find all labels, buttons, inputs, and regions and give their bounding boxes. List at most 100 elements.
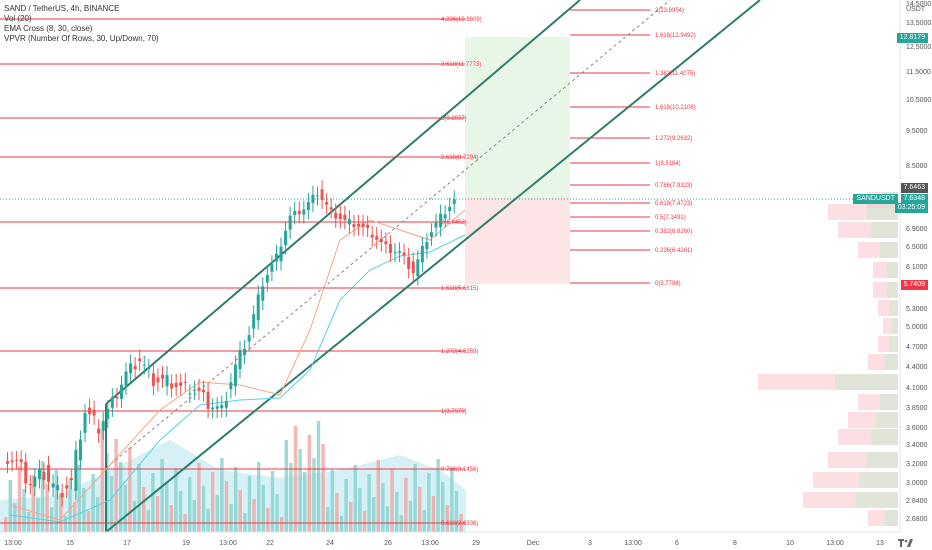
volume-bar xyxy=(293,426,298,532)
price-tick: 5.3000 xyxy=(906,306,928,313)
volume-bar xyxy=(155,496,160,532)
fib-label-right: 1.272(9.2632) xyxy=(655,136,692,142)
fib-label-right: 0.236(6.4261) xyxy=(655,248,692,254)
volume-bar xyxy=(312,458,316,532)
candle-body xyxy=(37,468,41,480)
price-tick: 8.5000 xyxy=(906,163,928,170)
volume-bar xyxy=(376,460,380,532)
candle-body xyxy=(179,382,183,386)
volume-bar xyxy=(431,496,436,532)
candle-body xyxy=(334,212,338,219)
volume-bar xyxy=(339,516,344,532)
candle-body xyxy=(42,472,46,481)
time-tick: 13:00 xyxy=(624,540,642,547)
price-tick: 4.7000 xyxy=(906,344,928,351)
volume-bar xyxy=(169,505,173,532)
volume-bar xyxy=(349,502,353,532)
volume-bar xyxy=(137,464,141,532)
candle-body xyxy=(188,393,192,395)
volume-bar xyxy=(252,499,256,532)
volume-bar xyxy=(275,494,279,532)
time-tick: 13:00 xyxy=(826,540,844,547)
candle-body xyxy=(284,230,288,245)
volume-bar xyxy=(13,503,17,532)
legend-vol[interactable]: Vol (20) xyxy=(4,14,32,23)
channel-upper xyxy=(105,0,581,405)
price-tick: 3.8500 xyxy=(906,405,928,412)
fib-label-left: 1.272(4.6269) xyxy=(441,349,478,355)
time-tick: 26 xyxy=(384,540,392,547)
volume-bar xyxy=(441,482,445,532)
candle-body xyxy=(133,365,137,370)
fib-label-right: 1.382(11.4075) xyxy=(655,71,695,77)
fib-labels: 4.236(13.6609) 3.618(11.7773) 3(9.8937) 2.6… xyxy=(441,8,696,527)
candle-body xyxy=(393,252,397,254)
candle-body xyxy=(388,244,392,253)
candle-body xyxy=(124,371,128,386)
candle-body xyxy=(147,368,151,370)
candle-body xyxy=(129,363,133,374)
candle-body xyxy=(347,219,351,225)
channel-lower xyxy=(105,0,761,533)
candle-body xyxy=(329,207,333,210)
fib-label-right: 2(13.9954) xyxy=(655,8,684,14)
candle-body xyxy=(361,223,365,228)
fib-levels xyxy=(0,9,650,524)
candle-body xyxy=(402,252,406,256)
candle-body xyxy=(370,234,374,238)
price-tick: 3.0000 xyxy=(906,480,928,487)
candle-body xyxy=(151,373,155,386)
candle-body xyxy=(202,389,206,393)
vpvr-bar-up xyxy=(859,472,898,488)
candle-body xyxy=(316,195,319,197)
candle-body xyxy=(297,210,301,215)
fib-label-left: 0.786(3.1456) xyxy=(441,467,478,473)
legend: SAND / TetherUS, 4h, BINANCE Vol (20) EM… xyxy=(4,4,159,44)
channel-mid xyxy=(105,0,671,469)
volume-bar xyxy=(31,475,35,532)
vpvr-bar-up xyxy=(871,429,898,445)
volume-bar xyxy=(238,490,242,532)
volume-bar xyxy=(128,448,132,532)
price-tick: 6.5000 xyxy=(906,244,928,251)
tradingview-logo-icon xyxy=(898,539,913,547)
candle-body xyxy=(252,314,256,329)
legend-ema[interactable]: EMA Cross (8, 30, close) xyxy=(4,24,93,33)
ema-fast-line xyxy=(9,209,466,521)
top-price-tag: 12.8179 xyxy=(896,33,928,43)
candle-body xyxy=(33,476,37,487)
candle-body xyxy=(28,483,32,486)
candle-body xyxy=(206,391,210,409)
candle-body xyxy=(416,259,420,277)
volume-bar xyxy=(436,459,440,532)
candle-body xyxy=(429,232,433,237)
time-tick: 10 xyxy=(786,540,794,547)
candle-body xyxy=(19,459,23,463)
vpvr-bar-up xyxy=(855,492,898,508)
candle-body xyxy=(74,449,78,491)
volume-bar xyxy=(390,469,394,532)
volume-bar xyxy=(454,491,459,532)
vpvr-bar-up xyxy=(880,242,898,258)
volume-bar xyxy=(109,476,114,532)
volume-bar xyxy=(160,459,164,532)
fib-label-right: 0.786(7.9323) xyxy=(655,183,692,189)
candle-body xyxy=(357,223,361,227)
legend-vpvr[interactable]: VPVR (Number Of Rows, 30, Up/Down, 70) xyxy=(4,34,159,43)
volume-bar xyxy=(54,470,58,532)
volume-bar xyxy=(27,512,31,532)
volume-bar xyxy=(119,462,123,532)
volume-bar xyxy=(413,464,417,532)
low-price-tag: 5.7409 xyxy=(900,280,928,290)
candle-body xyxy=(192,389,196,391)
volume-bar xyxy=(289,463,293,532)
time-tick: Dec xyxy=(527,540,540,547)
volume-bar xyxy=(59,493,63,532)
fib-label-left: 1(3.7979) xyxy=(441,409,467,415)
vpvr-bar-up xyxy=(875,412,898,428)
volume-bar xyxy=(261,485,265,532)
legend-symbol[interactable]: SAND / TetherUS, 4h, BINANCE xyxy=(4,4,120,13)
volume-bar xyxy=(22,489,26,532)
